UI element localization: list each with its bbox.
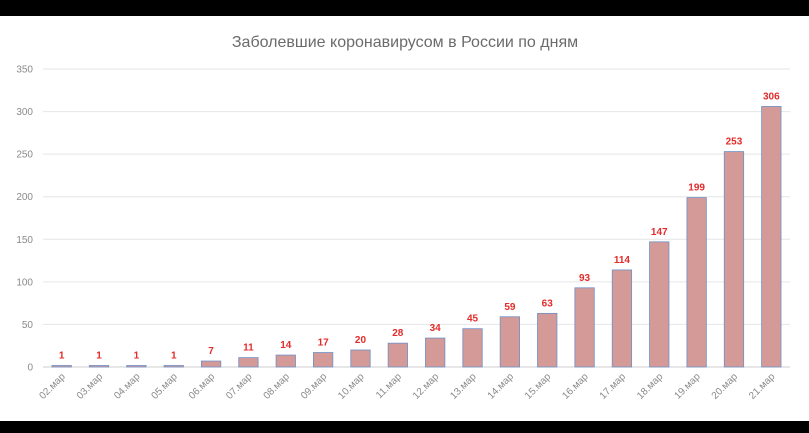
- bar: [350, 349, 371, 368]
- bar: [425, 337, 446, 368]
- x-axis: 02.мар 03.мар 04.мар 05.мар 06.мар 07.мар 08.м…: [37, 371, 777, 402]
- data-label: 45: [467, 314, 479, 325]
- bar: [499, 316, 520, 368]
- data-label: 93: [579, 273, 591, 284]
- x-tick-label: 03.мар: [75, 371, 106, 402]
- data-label: 306: [763, 91, 780, 102]
- x-tick-label: 08.мар: [262, 371, 293, 402]
- bar: [761, 106, 782, 368]
- bar: [574, 287, 595, 368]
- bar: [88, 365, 110, 368]
- y-tick-label: 300: [16, 107, 33, 118]
- bar: [200, 360, 222, 368]
- chart-frame: Заболевшие коронавирусом в России по дня…: [0, 16, 809, 421]
- bar: [126, 365, 147, 368]
- y-tick-label: 0: [27, 363, 33, 374]
- x-tick-label: 15.мар: [523, 371, 554, 402]
- bar: [387, 342, 408, 368]
- bar: [238, 357, 259, 368]
- x-tick-label: 04.мар: [112, 371, 143, 402]
- data-label: 1: [171, 351, 177, 362]
- bar: [163, 365, 184, 368]
- data-label: 28: [392, 328, 404, 339]
- bar: [611, 269, 633, 368]
- data-label: 199: [688, 183, 705, 194]
- x-tick-label: 20.мар: [710, 371, 741, 402]
- bar: [537, 312, 558, 368]
- data-label: 7: [208, 346, 214, 357]
- x-tick-label: 02.мар: [37, 371, 68, 402]
- data-label: 14: [280, 340, 292, 351]
- bar: [723, 151, 745, 368]
- x-tick-label: 05.мар: [150, 371, 181, 402]
- y-tick-label: 100: [16, 277, 33, 288]
- x-tick-label: 16.мар: [560, 371, 591, 402]
- data-label: 1: [96, 351, 102, 362]
- x-tick-label: 21.мар: [747, 371, 778, 402]
- data-label: 11: [243, 343, 254, 354]
- y-tick-label: 200: [16, 192, 33, 203]
- y-tick-label: 50: [22, 320, 34, 331]
- x-tick-label: 07.мар: [224, 371, 255, 402]
- data-label: 34: [430, 323, 442, 334]
- data-label: 20: [355, 335, 367, 346]
- x-tick-label: 12.мар: [411, 371, 442, 402]
- bar: [686, 197, 707, 368]
- bar: [649, 241, 670, 368]
- data-label: 147: [651, 227, 668, 238]
- data-label: 63: [542, 298, 554, 309]
- data-label: 114: [614, 255, 631, 266]
- bar: [462, 328, 483, 368]
- data-label: 17: [318, 338, 330, 349]
- data-label: 1: [59, 351, 65, 362]
- bars: [51, 106, 782, 368]
- data-label: 253: [726, 137, 743, 148]
- data-label: 1: [134, 351, 140, 362]
- x-tick-label: 13.мар: [448, 371, 479, 402]
- data-label: 59: [504, 302, 516, 313]
- x-tick-label: 10.мар: [336, 371, 367, 402]
- gridlines: [43, 68, 790, 368]
- x-tick-label: 17.мар: [598, 371, 629, 402]
- bar: [313, 352, 334, 368]
- x-tick-label: 14.мар: [486, 371, 517, 402]
- x-tick-label: 06.мар: [187, 371, 218, 402]
- y-tick-label: 250: [16, 150, 33, 161]
- bar: [51, 365, 72, 368]
- bar: [275, 354, 296, 368]
- x-tick-label: 19.мар: [672, 371, 703, 402]
- bar-chart: Заболевшие коронавирусом в России по дня…: [16, 34, 790, 402]
- chart-title: Заболевшие коронавирусом в России по дня…: [232, 34, 578, 51]
- y-tick-label: 150: [16, 235, 33, 246]
- x-tick-label: 11.мар: [374, 371, 404, 401]
- x-tick-label: 09.мар: [299, 371, 330, 402]
- x-tick-label: 18.мар: [635, 371, 666, 402]
- y-tick-label: 350: [16, 65, 33, 76]
- y-axis: 0 50 100 150 200 250 300 350: [16, 65, 33, 374]
